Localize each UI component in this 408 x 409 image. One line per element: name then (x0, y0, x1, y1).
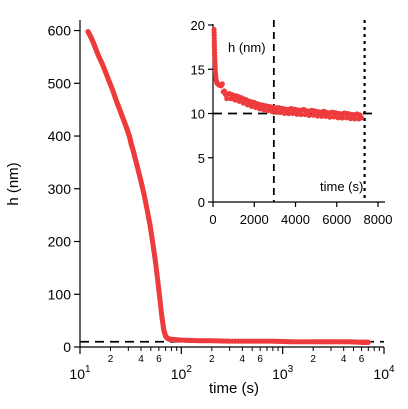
inset-data-point (248, 103, 255, 109)
inset-data-point (232, 97, 238, 103)
inset-data-point (327, 114, 333, 120)
inset-data-point (277, 109, 283, 116)
main-x-minor-tick-label: 6 (156, 354, 162, 365)
inset-x-tick-label: 2000 (240, 212, 269, 227)
main-x-minor-tick-label: 2 (108, 354, 114, 365)
main-data-points (85, 29, 371, 345)
main-y-tick-label: 600 (48, 23, 72, 39)
inset-data-point (286, 111, 292, 117)
main-x-minor-tick-label: 4 (240, 354, 246, 365)
inset-data-point (257, 106, 263, 112)
inset-data-point (314, 113, 321, 119)
inset-data-point (269, 108, 275, 115)
main-x-minor-tick-label: 6 (359, 354, 365, 365)
main-y-axis-label: h (nm) (5, 162, 22, 205)
main-x-minor-tick-label: 4 (138, 354, 144, 365)
inset-y-tick-label: 20 (191, 18, 205, 33)
main-y-tick-label: 300 (48, 181, 72, 197)
main-y-tick-label: 400 (48, 128, 72, 144)
main-data-point (365, 339, 371, 345)
inset-y-axis-label: h (nm) (228, 40, 266, 55)
main-y-tick-label: 100 (48, 286, 72, 302)
inset-x-tick-label: 8000 (364, 212, 393, 227)
inset-ticks: 0 5 10 15 20 0 2000 4000 6000 8000 (191, 18, 393, 227)
main-x-minor-tick-label: 2 (310, 354, 316, 365)
inset-y-tick-label: 0 (198, 195, 205, 210)
inset-data-point (261, 107, 267, 113)
inset-data-point (224, 96, 230, 102)
inset-y-tick-label: 10 (191, 107, 205, 122)
main-x-tick-label: 102 (171, 364, 193, 382)
inset-data-point (319, 113, 325, 119)
inset-data-point (306, 112, 312, 119)
inset-data-point (335, 115, 341, 121)
inset-data-point (281, 110, 288, 116)
inset-data-point (343, 115, 349, 121)
inset-data-point (352, 116, 358, 122)
main-y-tick-label: 500 (48, 75, 72, 91)
inset-data-point (294, 111, 300, 117)
main-x-tick-label: 104 (373, 364, 395, 382)
inset-data-point (310, 112, 316, 118)
inset-data-point (290, 110, 296, 116)
main-y-tick-label: 200 (48, 234, 72, 250)
inset-x-tick-label: 6000 (322, 212, 351, 227)
inset-data-points (211, 26, 365, 122)
inset-data-point (358, 115, 365, 121)
main-x-tick-label: 103 (272, 364, 294, 382)
inset-x-tick-label: 0 (209, 212, 216, 227)
inset-y-tick-label: 5 (198, 151, 205, 166)
inset-y-tick-label: 15 (191, 62, 205, 77)
main-x-axis-label: time (s) (209, 380, 259, 397)
main-x-minor-tick-label: 2 (209, 354, 215, 365)
inset-x-axis-label: time (s) (320, 179, 363, 194)
inset-x-tick-label: 4000 (281, 212, 310, 227)
inset-data-point (339, 115, 345, 121)
inset-data-point (219, 81, 225, 87)
inset-data-point (347, 116, 354, 122)
inset-data-point (331, 114, 337, 120)
inset-chart: 0 5 10 15 20 0 2000 4000 6000 8000 h (nm) time (s… (191, 18, 393, 227)
main-x-minor-tick-label: 6 (257, 354, 263, 365)
main-x-minor-tick-label: 4 (341, 354, 347, 365)
main-x-tick-label: 101 (69, 364, 91, 382)
main-y-tick-label: 0 (63, 339, 71, 355)
inset-data-point (298, 111, 304, 118)
inset-data-point (273, 109, 279, 115)
inset-data-point (265, 108, 271, 114)
